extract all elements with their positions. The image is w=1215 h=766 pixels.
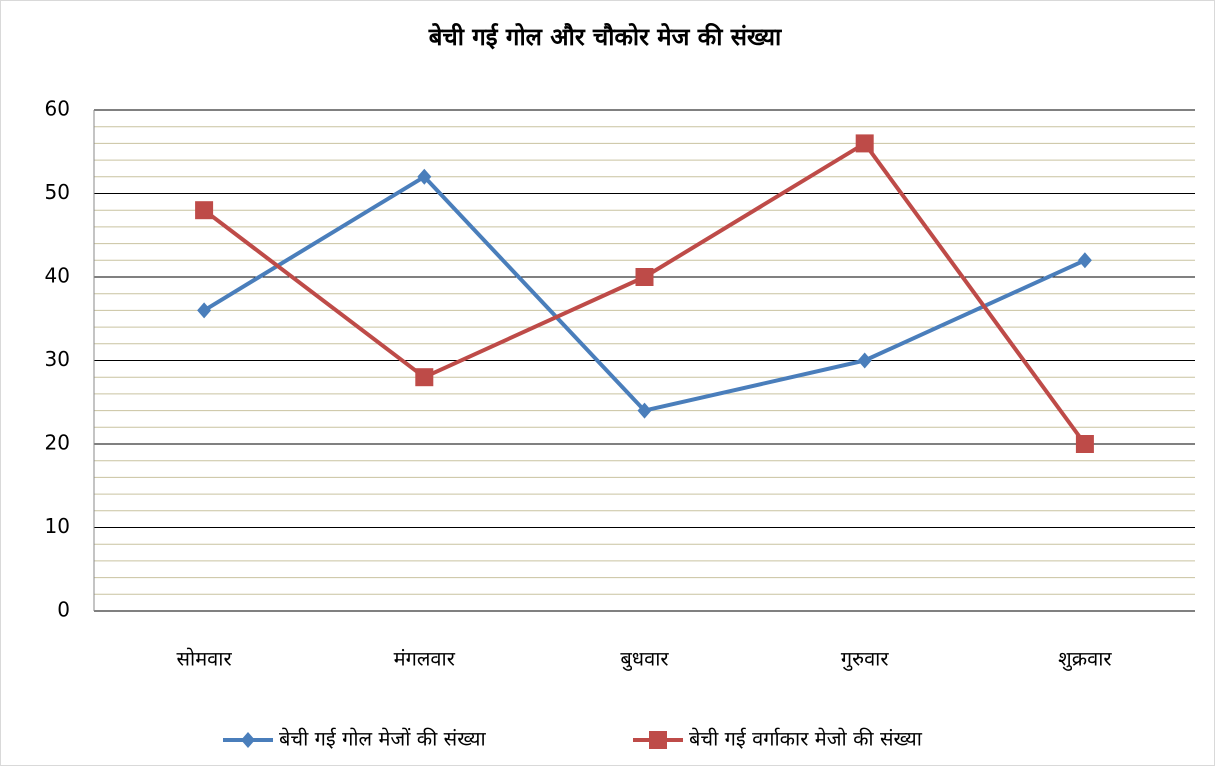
legend-label: बेची गई वर्गाकार मेजो की संख्या [689, 727, 923, 751]
y-tick-label: 50 [45, 180, 70, 204]
data-point [637, 402, 652, 419]
y-tick-label: 0 [57, 598, 70, 622]
data-point [195, 201, 214, 220]
y-tick-label: 30 [45, 347, 70, 371]
data-point [1075, 435, 1094, 453]
data-point [197, 302, 212, 319]
data-point [855, 134, 874, 153]
data-point [417, 168, 432, 185]
legend-marker [241, 732, 255, 748]
x-tick-label: सोमवार [177, 647, 233, 671]
data-point [415, 368, 434, 387]
legend-label: बेची गई गोल मेजों की संख्या [279, 727, 487, 751]
chart-title: बेची गई गोल और चौकोर मेज की संख्या [428, 23, 782, 51]
data-point [857, 352, 872, 369]
x-tick-label: बुधवार [620, 647, 669, 672]
x-tick-label: गुरुवार [841, 647, 890, 672]
y-tick-label: 10 [45, 514, 70, 538]
y-tick-label: 40 [45, 264, 70, 288]
x-tick-label: मंगलवार [394, 647, 456, 671]
x-tick-label: शुक्रवार [1058, 647, 1112, 672]
legend-marker [649, 731, 667, 749]
y-tick-label: 60 [45, 97, 70, 121]
data-point [635, 268, 654, 286]
y-tick-label: 20 [45, 431, 70, 455]
data-point [1077, 252, 1092, 269]
